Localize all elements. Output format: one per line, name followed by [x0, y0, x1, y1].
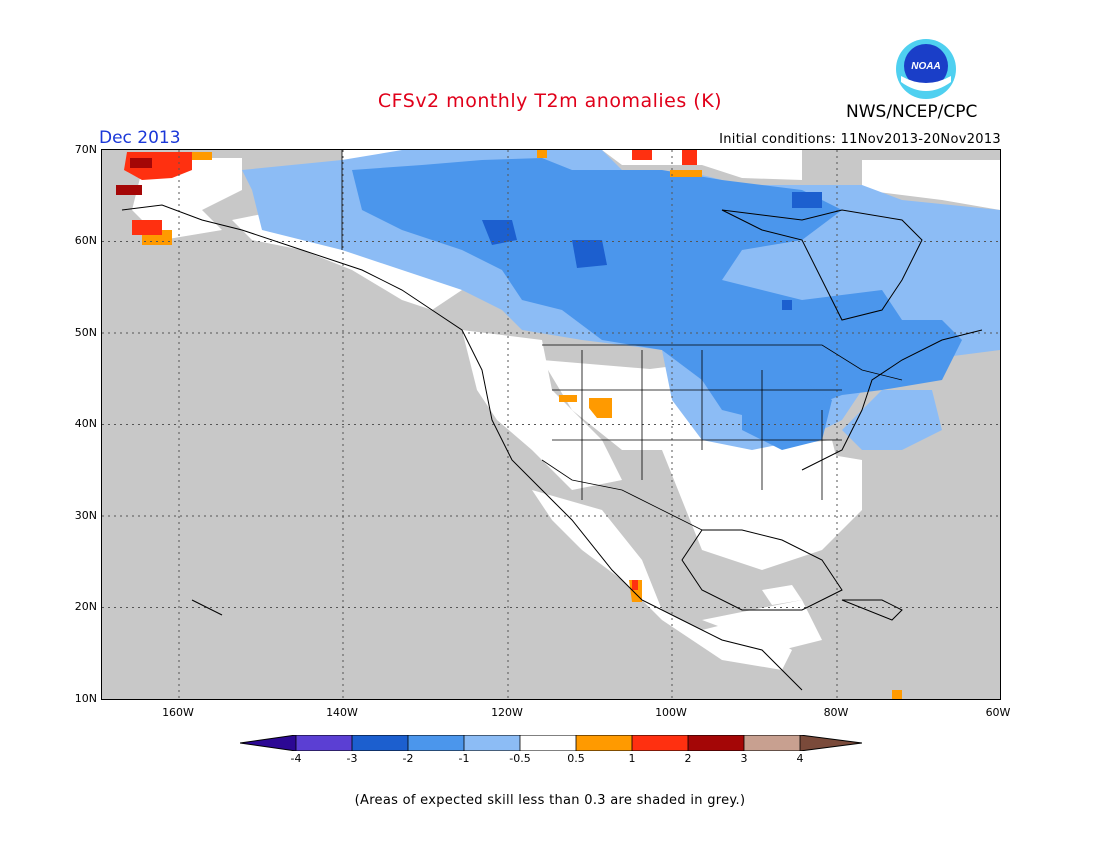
initial-conditions: Initial conditions: 11Nov2013-20Nov2013	[719, 132, 1001, 147]
lon-label-140w: 140W	[326, 706, 358, 719]
cbar-label-2: 2	[684, 752, 692, 765]
lon-label-60w: 60W	[985, 706, 1011, 719]
logo-text: NOAA	[911, 61, 940, 72]
lat-label-20n: 20N	[74, 600, 97, 613]
org-name: NWS/NCEP/CPC	[846, 102, 978, 122]
lat-label-10n: 10N	[74, 692, 97, 705]
anomaly-map	[101, 149, 1001, 700]
lat-label-60n: 60N	[74, 234, 97, 247]
cbar-arrow-right	[800, 735, 862, 751]
cbar-seg-6	[576, 735, 632, 751]
cbar-seg-8	[688, 735, 744, 751]
anomaly-plus-0-5-to-1	[142, 150, 902, 699]
color-bar	[240, 735, 862, 751]
lon-label-80w: 80W	[823, 706, 849, 719]
boundaries	[341, 150, 903, 531]
cbar-label-minus-1: -1	[458, 752, 470, 765]
graticule	[102, 150, 1000, 699]
cbar-label-minus-3: -3	[346, 752, 358, 765]
cbar-arrow-left	[240, 735, 296, 751]
lon-label-100w: 100W	[655, 706, 687, 719]
skill-note: (Areas of expected skill less than 0.3 a…	[354, 793, 746, 808]
anomaly-plus-2-to-3	[116, 158, 152, 195]
cbar-seg-4	[464, 735, 520, 751]
cbar-seg-3	[408, 735, 464, 751]
noaa-logo: NOAA	[896, 39, 956, 99]
lat-label-50n: 50N	[74, 326, 97, 339]
chart-title: CFSv2 monthly T2m anomalies (K)	[377, 90, 723, 112]
cbar-label-1: 1	[628, 752, 636, 765]
lat-label-70n: 70N	[74, 143, 97, 156]
coastlines	[121, 204, 983, 691]
cbar-seg-9	[744, 735, 800, 751]
cbar-seg-2	[352, 735, 408, 751]
cbar-label-minus-4: -4	[290, 752, 302, 765]
forecast-month: Dec 2013	[99, 128, 181, 148]
cbar-seg-7	[632, 735, 688, 751]
cbar-label-3: 3	[740, 752, 748, 765]
cbar-label-0-5: 0.5	[567, 752, 585, 765]
lat-label-30n: 30N	[74, 509, 97, 522]
map-canvas	[102, 150, 1000, 699]
cbar-label-minus-0-5: -0.5	[509, 752, 531, 765]
cbar-seg-5	[520, 735, 576, 751]
lon-label-160w: 160W	[162, 706, 194, 719]
cbar-label-minus-2: -2	[402, 752, 414, 765]
cbar-label-4: 4	[796, 752, 804, 765]
lon-label-120w: 120W	[491, 706, 523, 719]
lat-label-40n: 40N	[74, 417, 97, 430]
anomaly-minus-2-to-3	[482, 192, 822, 310]
cbar-seg-1	[296, 735, 352, 751]
